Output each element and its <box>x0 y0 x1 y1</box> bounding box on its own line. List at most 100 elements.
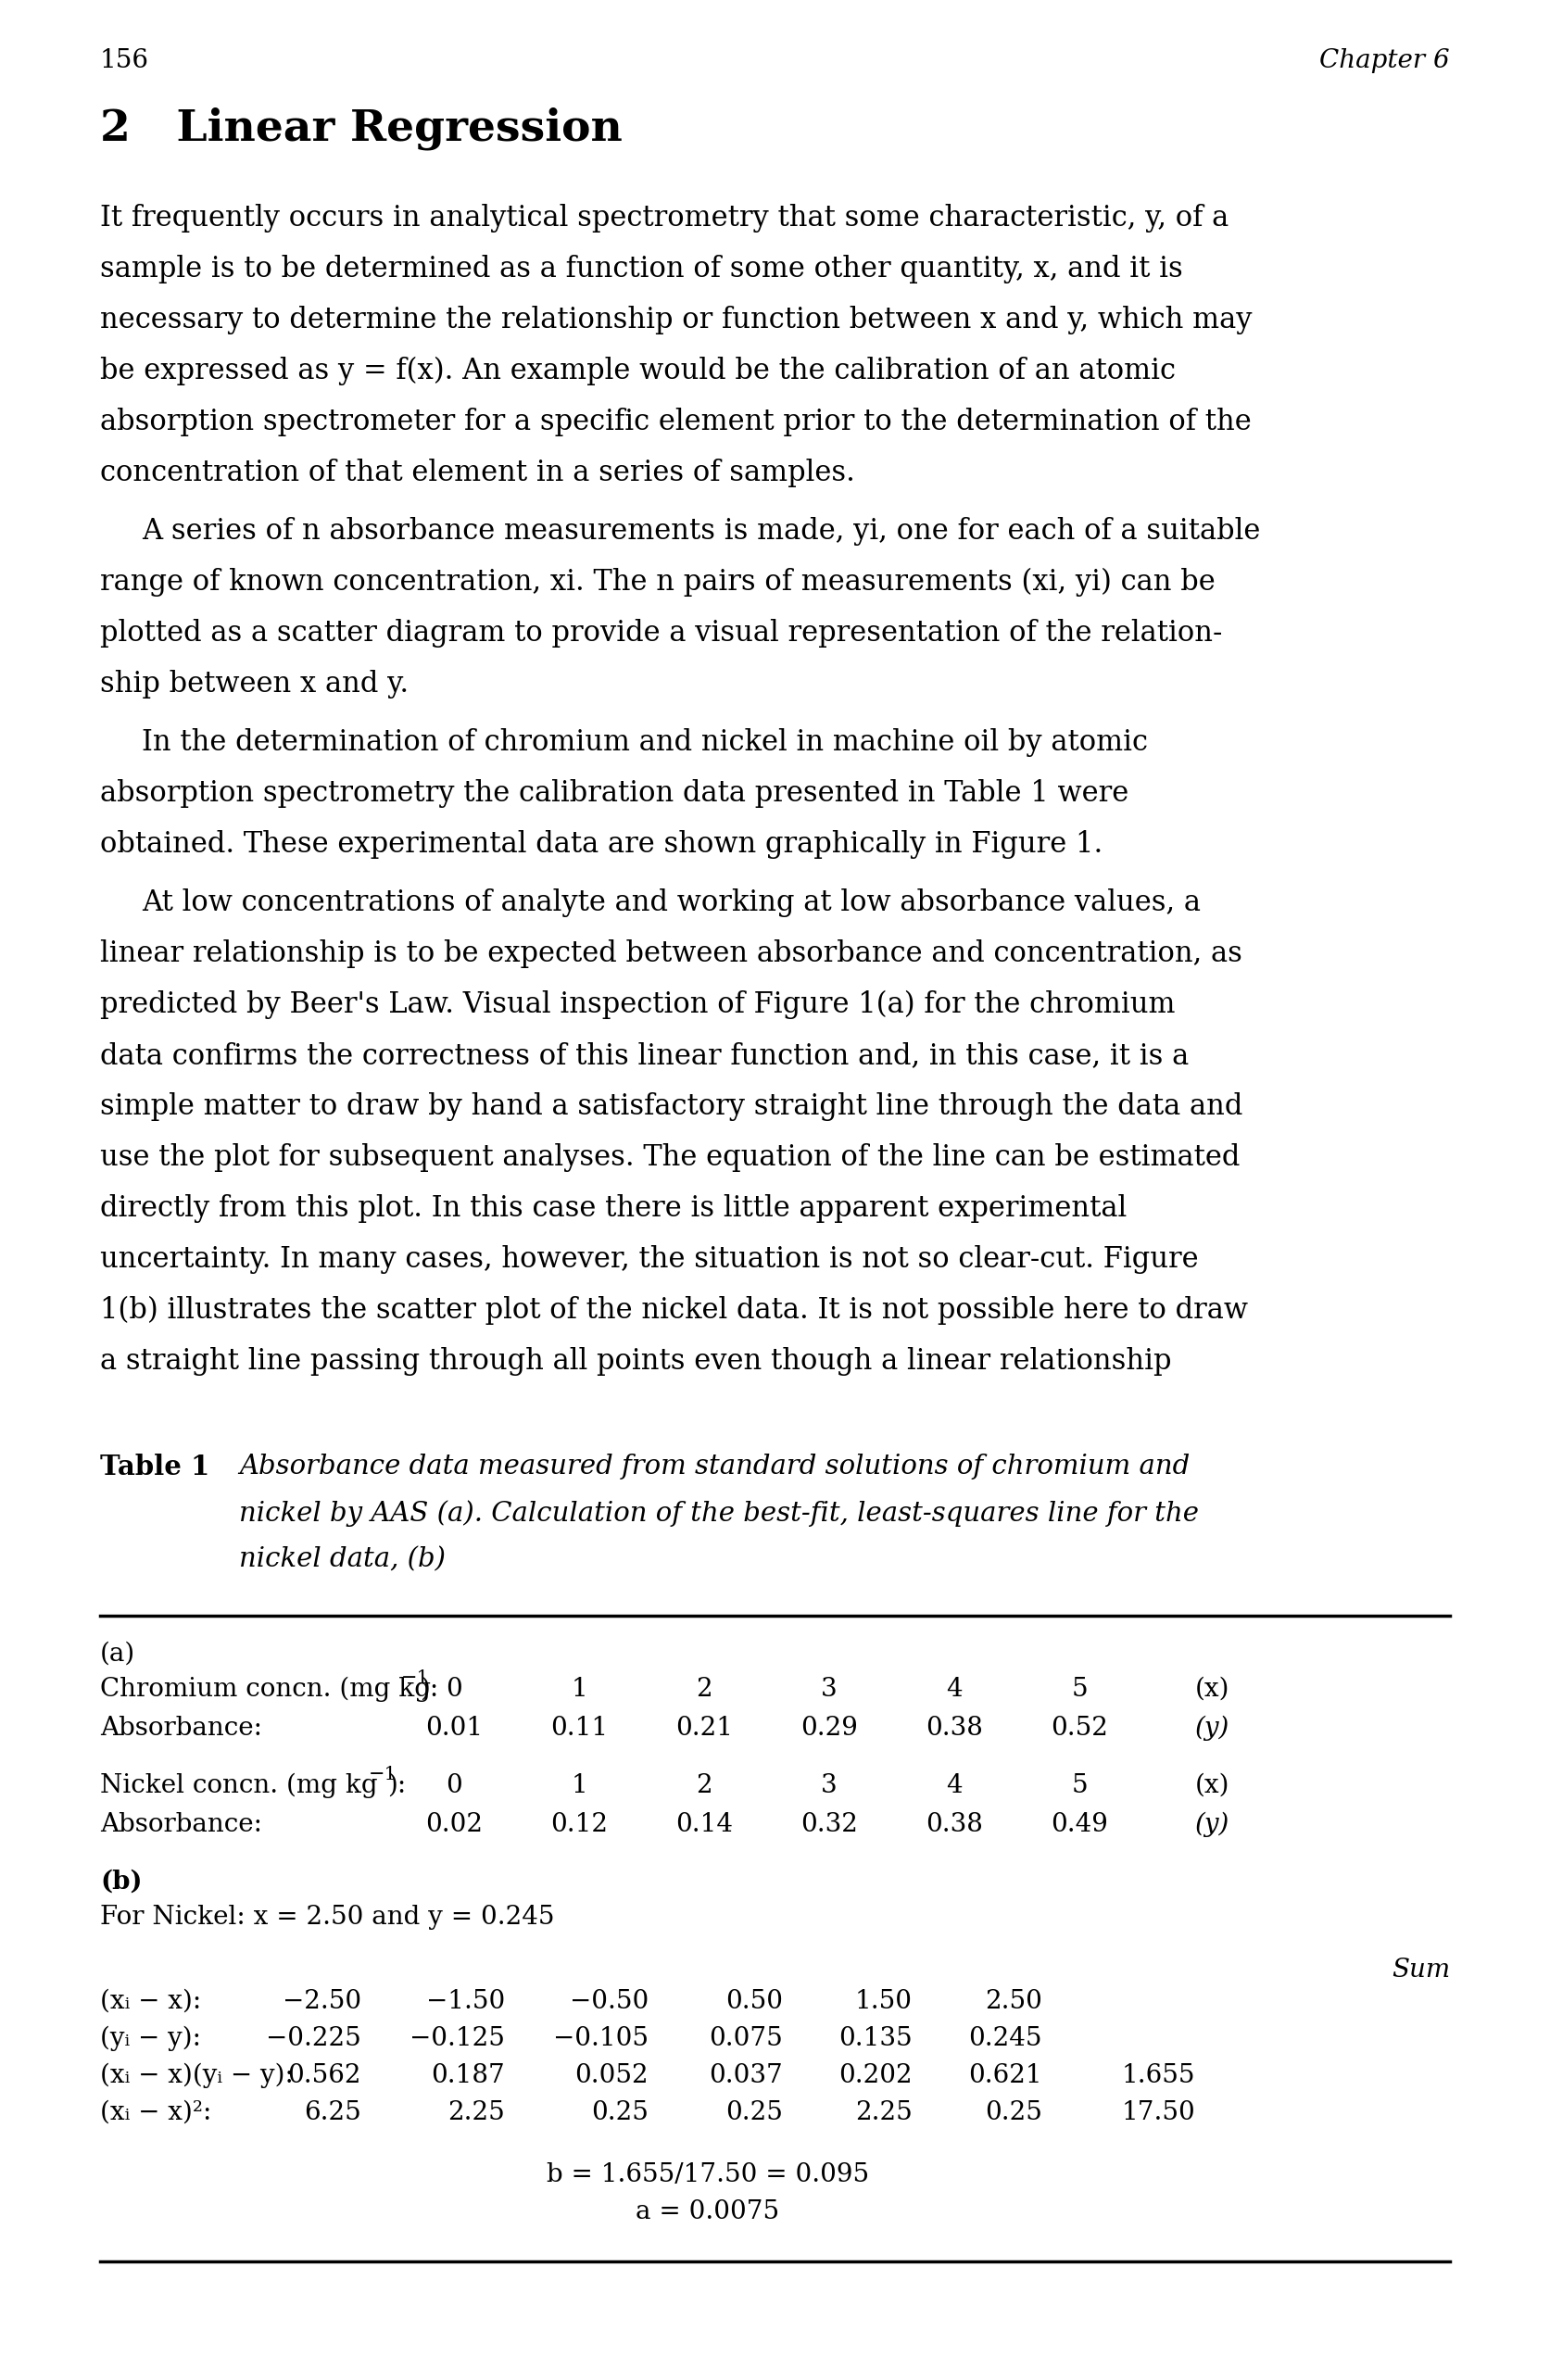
Text: 5: 5 <box>1071 1678 1088 1702</box>
Text: 0.25: 0.25 <box>984 2099 1042 2125</box>
Text: concentration of that element in a series of samples.: concentration of that element in a serie… <box>101 459 856 488</box>
Text: −0.105: −0.105 <box>553 2025 648 2052</box>
Text: −1: −1 <box>401 1668 429 1687</box>
Text: 2.25: 2.25 <box>856 2099 913 2125</box>
Text: use the plot for subsequent analyses. The equation of the line can be estimated: use the plot for subsequent analyses. Th… <box>101 1142 1240 1171</box>
Text: ):: ): <box>388 1773 406 1799</box>
Text: 1: 1 <box>570 1773 587 1799</box>
Text: 6.25: 6.25 <box>304 2099 361 2125</box>
Text: range of known concentration, xi. The n pairs of measurements (xi, yi) can be: range of known concentration, xi. The n … <box>101 569 1215 597</box>
Text: (x): (x) <box>1195 1773 1229 1799</box>
Text: It frequently occurs in analytical spectrometry that some characteristic, y, of : It frequently occurs in analytical spect… <box>101 205 1229 233</box>
Text: −0.50: −0.50 <box>569 1990 648 2013</box>
Text: 3: 3 <box>822 1678 837 1702</box>
Text: Sum: Sum <box>1392 1956 1449 1983</box>
Text: 0.50: 0.50 <box>725 1990 783 2013</box>
Text: nickel data, (b): nickel data, (b) <box>239 1547 446 1573</box>
Text: −2.50: −2.50 <box>282 1990 361 2013</box>
Text: 0.21: 0.21 <box>676 1716 733 1740</box>
Text: 4: 4 <box>946 1773 963 1799</box>
Text: 0.621: 0.621 <box>969 2063 1042 2087</box>
Text: 0.135: 0.135 <box>839 2025 913 2052</box>
Text: 156: 156 <box>101 48 149 74</box>
Text: −1.50: −1.50 <box>426 1990 505 2013</box>
Text: sample is to be determined as a function of some other quantity, x, and it is: sample is to be determined as a function… <box>101 255 1183 283</box>
Text: 2.25: 2.25 <box>448 2099 505 2125</box>
Text: predicted by Beer's Law. Visual inspection of Figure 1(a) for the chromium: predicted by Beer's Law. Visual inspecti… <box>101 990 1175 1019</box>
Text: At low concentrations of analyte and working at low absorbance values, a: At low concentrations of analyte and wor… <box>141 888 1201 916</box>
Text: 0.202: 0.202 <box>839 2063 913 2087</box>
Text: uncertainty. In many cases, however, the situation is not so clear-cut. Figure: uncertainty. In many cases, however, the… <box>101 1245 1198 1273</box>
Text: (xᵢ − x):: (xᵢ − x): <box>101 1990 202 2013</box>
Text: directly from this plot. In this case there is little apparent experimental: directly from this plot. In this case th… <box>101 1195 1127 1223</box>
Text: 2   Linear Regression: 2 Linear Regression <box>101 107 623 150</box>
Text: Table 1: Table 1 <box>101 1454 209 1480</box>
Text: (y): (y) <box>1195 1716 1229 1742</box>
Text: (yᵢ − y):: (yᵢ − y): <box>101 2025 202 2052</box>
Text: 0.075: 0.075 <box>708 2025 783 2052</box>
Text: 0.38: 0.38 <box>925 1811 983 1837</box>
Text: 0.01: 0.01 <box>425 1716 482 1740</box>
Text: In the determination of chromium and nickel in machine oil by atomic: In the determination of chromium and nic… <box>141 728 1149 757</box>
Text: linear relationship is to be expected between absorbance and concentration, as: linear relationship is to be expected be… <box>101 940 1242 969</box>
Text: simple matter to draw by hand a satisfactory straight line through the data and: simple matter to draw by hand a satisfac… <box>101 1092 1243 1121</box>
Text: 1(b) illustrates the scatter plot of the nickel data. It is not possible here to: 1(b) illustrates the scatter plot of the… <box>101 1297 1248 1326</box>
Text: (a): (a) <box>101 1642 135 1666</box>
Text: 3: 3 <box>822 1773 837 1799</box>
Text: 0.02: 0.02 <box>425 1811 482 1837</box>
Text: 1.50: 1.50 <box>856 1990 913 2013</box>
Text: 0.14: 0.14 <box>676 1811 733 1837</box>
Text: 0.12: 0.12 <box>550 1811 608 1837</box>
Text: (b): (b) <box>101 1871 143 1894</box>
Text: (xᵢ − x)(yᵢ − y):: (xᵢ − x)(yᵢ − y): <box>101 2063 293 2090</box>
Text: Nickel concn. (mg kg: Nickel concn. (mg kg <box>101 1773 378 1799</box>
Text: (x): (x) <box>1195 1678 1229 1702</box>
Text: 0.562: 0.562 <box>288 2063 361 2087</box>
Text: 0.037: 0.037 <box>708 2063 783 2087</box>
Text: 0.25: 0.25 <box>725 2099 783 2125</box>
Text: 4: 4 <box>946 1678 963 1702</box>
Text: 2: 2 <box>696 1678 713 1702</box>
Text: 0.29: 0.29 <box>800 1716 857 1740</box>
Text: (xᵢ − x)²:: (xᵢ − x)²: <box>101 2099 212 2125</box>
Text: 1: 1 <box>570 1678 587 1702</box>
Text: plotted as a scatter diagram to provide a visual representation of the relation-: plotted as a scatter diagram to provide … <box>101 619 1223 647</box>
Text: b = 1.655/17.50 = 0.095: b = 1.655/17.50 = 0.095 <box>546 2163 868 2187</box>
Text: 0.11: 0.11 <box>550 1716 608 1740</box>
Text: 0.52: 0.52 <box>1051 1716 1108 1740</box>
Text: ship between x and y.: ship between x and y. <box>101 669 409 697</box>
Text: −0.225: −0.225 <box>267 2025 361 2052</box>
Text: data confirms the correctness of this linear function and, in this case, it is a: data confirms the correctness of this li… <box>101 1042 1189 1071</box>
Text: Chromium concn. (mg kg: Chromium concn. (mg kg <box>101 1678 431 1702</box>
Text: 0: 0 <box>446 1773 462 1799</box>
Text: −1: −1 <box>369 1766 397 1783</box>
Text: Absorbance:: Absorbance: <box>101 1716 262 1740</box>
Text: 0.38: 0.38 <box>925 1716 983 1740</box>
Text: be expressed as y = f(x). An example would be the calibration of an atomic: be expressed as y = f(x). An example wou… <box>101 357 1176 386</box>
Text: necessary to determine the relationship or function between x and y, which may: necessary to determine the relationship … <box>101 305 1252 336</box>
Text: 0.245: 0.245 <box>969 2025 1042 2052</box>
Text: 2.50: 2.50 <box>984 1990 1042 2013</box>
Text: Absorbance data measured from standard solutions of chromium and: Absorbance data measured from standard s… <box>239 1454 1190 1480</box>
Text: absorption spectrometry the calibration data presented in Table 1 were: absorption spectrometry the calibration … <box>101 778 1128 807</box>
Text: 0.187: 0.187 <box>431 2063 505 2087</box>
Text: 0.49: 0.49 <box>1051 1811 1108 1837</box>
Text: 2: 2 <box>696 1773 713 1799</box>
Text: For Nickel: x = 2.50 and y = 0.245: For Nickel: x = 2.50 and y = 0.245 <box>101 1904 555 1930</box>
Text: A series of n absorbance measurements is made, yi, one for each of a suitable: A series of n absorbance measurements is… <box>141 516 1260 545</box>
Text: 0.32: 0.32 <box>800 1811 857 1837</box>
Text: 0.25: 0.25 <box>591 2099 648 2125</box>
Text: nickel by AAS (a). Calculation of the best-fit, least-squares line for the: nickel by AAS (a). Calculation of the be… <box>239 1499 1198 1526</box>
Text: −0.125: −0.125 <box>409 2025 505 2052</box>
Text: obtained. These experimental data are shown graphically in Figure 1.: obtained. These experimental data are sh… <box>101 831 1102 859</box>
Text: a = 0.0075: a = 0.0075 <box>636 2199 780 2225</box>
Text: absorption spectrometer for a specific element prior to the determination of the: absorption spectrometer for a specific e… <box>101 407 1251 436</box>
Text: 17.50: 17.50 <box>1121 2099 1195 2125</box>
Text: Absorbance:: Absorbance: <box>101 1811 262 1837</box>
Text: 5: 5 <box>1071 1773 1088 1799</box>
Text: 0: 0 <box>446 1678 462 1702</box>
Text: (y): (y) <box>1195 1811 1229 1837</box>
Text: Chapter 6: Chapter 6 <box>1319 48 1449 74</box>
Text: 0.052: 0.052 <box>575 2063 648 2087</box>
Text: ):: ): <box>420 1678 439 1702</box>
